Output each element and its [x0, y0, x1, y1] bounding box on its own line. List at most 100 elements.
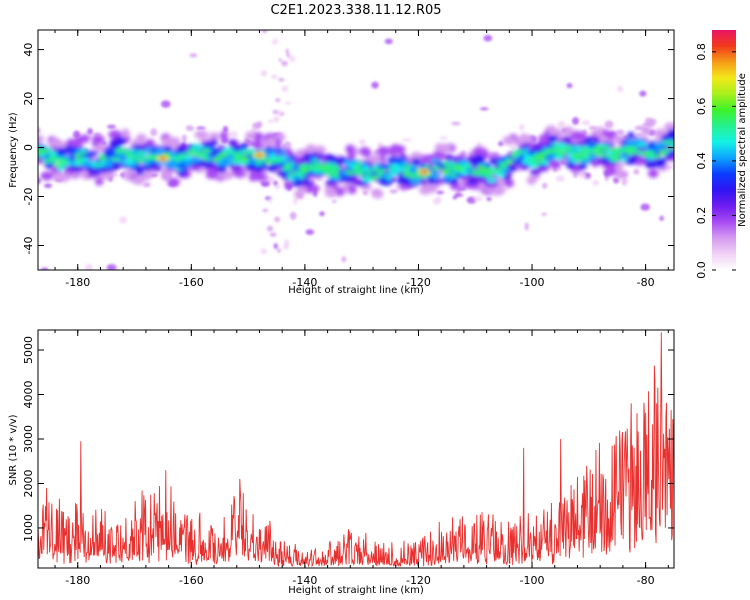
spectral-blob	[571, 153, 580, 158]
spectral-blob	[409, 179, 422, 185]
spectral-blob	[334, 187, 345, 197]
noise-speck	[277, 248, 281, 253]
spectral-blob	[435, 143, 444, 153]
noise-speck	[486, 197, 492, 202]
noise-speck	[274, 216, 281, 223]
spectral-blob	[646, 144, 657, 151]
spectral-blob	[339, 175, 351, 181]
noise-speck	[510, 145, 516, 150]
x-tick-label: -140	[292, 276, 317, 289]
x-tick-label: -100	[520, 276, 545, 289]
spectral-blob	[80, 170, 89, 180]
spectral-blob	[223, 147, 235, 152]
spectral-blob	[281, 167, 293, 172]
spectral-blob	[556, 142, 567, 148]
spectral-blob	[245, 131, 256, 141]
spectral-blob	[209, 132, 220, 142]
spectral-blob	[40, 171, 53, 181]
spectral-blob	[624, 145, 632, 150]
noise-speck	[452, 195, 458, 200]
spectral-blob	[177, 169, 188, 177]
spectral-blob	[573, 145, 583, 151]
spectral-blob	[402, 171, 411, 176]
noise-speck	[578, 172, 586, 179]
noise-speck	[616, 129, 625, 136]
colorbar-tick-label: 0.0	[695, 261, 708, 279]
noise-speck	[518, 123, 525, 131]
noise-speck	[644, 117, 654, 124]
spectral-blob	[347, 163, 357, 168]
colorbar-tick-label: 0.6	[695, 98, 708, 116]
spectral-blob	[162, 146, 173, 153]
spectral-blob	[361, 166, 371, 171]
spectral-blob	[454, 164, 465, 169]
noise-speck	[281, 85, 289, 92]
spectral-blob	[294, 189, 305, 199]
colorbar-ticks: 0.0 0.2 0.4 0.6 0.8	[695, 43, 736, 279]
noise-speck	[592, 179, 600, 186]
spectral-blob	[577, 163, 587, 170]
spectral-blob	[594, 145, 600, 150]
snr-y-axis: 1000 2000 3000 4000 5000	[22, 336, 674, 542]
noise-speck	[260, 248, 268, 255]
spectral-blob	[377, 146, 392, 156]
spectrogram-frame	[37, 29, 675, 271]
y-tick-label: 1000	[22, 514, 35, 542]
spectral-blob	[47, 151, 59, 157]
spectral-blob	[549, 159, 561, 169]
noise-speck	[269, 232, 277, 237]
spectral-blob	[99, 156, 108, 161]
spectral-blob	[379, 163, 391, 170]
spectral-blob	[294, 170, 302, 175]
spectral-blob	[531, 158, 537, 163]
spectral-blob	[94, 163, 101, 168]
spectral-blob	[279, 150, 287, 156]
spectral-blob	[63, 159, 69, 164]
noise-speck	[285, 48, 289, 55]
spectral-blob	[579, 155, 591, 160]
spectral-blob	[239, 156, 248, 161]
noise-speck	[266, 225, 274, 232]
y-tick-label: 20	[22, 92, 35, 106]
spectral-blob	[613, 134, 624, 144]
spectral-blob	[565, 162, 577, 169]
spectral-blob	[581, 158, 591, 164]
noise-speck	[473, 195, 483, 202]
noise-speck	[106, 264, 117, 270]
spectral-blob	[510, 153, 518, 158]
spectral-blob	[136, 168, 144, 176]
spectral-peak-core	[421, 170, 428, 174]
spectrogram-x-axis-label: Height of straight line (km)	[288, 285, 424, 296]
spectral-blob	[81, 134, 90, 144]
spectral-blob	[174, 156, 182, 161]
spectral-blob	[553, 142, 559, 147]
spectral-blob	[141, 164, 154, 171]
spectral-blob	[129, 154, 139, 159]
spectral-blob	[80, 150, 87, 155]
spectral-blob	[103, 171, 113, 181]
spectral-blob	[306, 166, 318, 171]
x-tick-label: -100	[520, 574, 545, 587]
colorbar-label: Normalized spectral amplitude	[737, 73, 748, 227]
spectral-blob	[205, 170, 219, 180]
spectral-blob	[182, 161, 194, 167]
spectral-blob	[610, 158, 620, 163]
spectral-blob	[426, 183, 439, 193]
x-tick-label: -160	[179, 276, 204, 289]
spectral-blob	[313, 163, 320, 168]
spectral-blob	[373, 167, 380, 172]
spectral-blob	[661, 148, 668, 153]
noise-speck	[557, 120, 566, 129]
spectral-blob	[655, 154, 661, 159]
spectral-blob	[202, 148, 212, 153]
spectral-blob	[131, 175, 145, 185]
x-tick-label: -120	[406, 276, 431, 289]
spectral-blob	[38, 134, 44, 144]
spectral-blob	[155, 147, 165, 154]
noise-speck	[160, 100, 171, 108]
spectral-blob	[496, 178, 505, 188]
spectral-blob	[498, 161, 509, 166]
spectral-blob	[614, 153, 621, 158]
spectral-blob	[219, 152, 228, 157]
spectral-blob	[538, 134, 548, 144]
